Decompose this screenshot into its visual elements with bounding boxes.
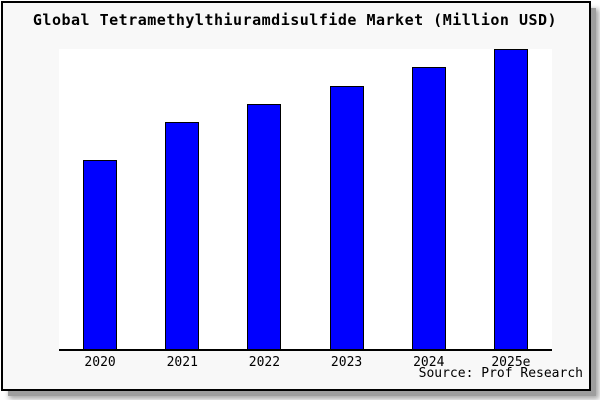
source-label: Source: Prof Research [418,366,583,381]
x-tick-label-2020: 2020 [84,355,116,370]
x-tick-label-2021: 2021 [166,355,198,370]
bar-2022 [247,104,282,349]
x-tick-label-2024: 2024 [413,355,445,370]
bar-2023 [329,86,364,349]
bar-2021 [165,122,200,349]
bar-2025e [493,49,528,349]
x-axis-labels: 2020 2021 2022 2023 2024 2025e [59,355,552,371]
bar-2020 [83,160,118,349]
x-tick-label-2023: 2023 [330,355,363,370]
x-tick-label-2022: 2022 [248,355,281,370]
plot-area [59,49,552,351]
x-tick-label-2025e: 2025e [491,355,531,370]
bar-2024 [411,67,446,349]
chart-title: Global Tetramethylthiuramdisulfide Marke… [32,11,558,29]
